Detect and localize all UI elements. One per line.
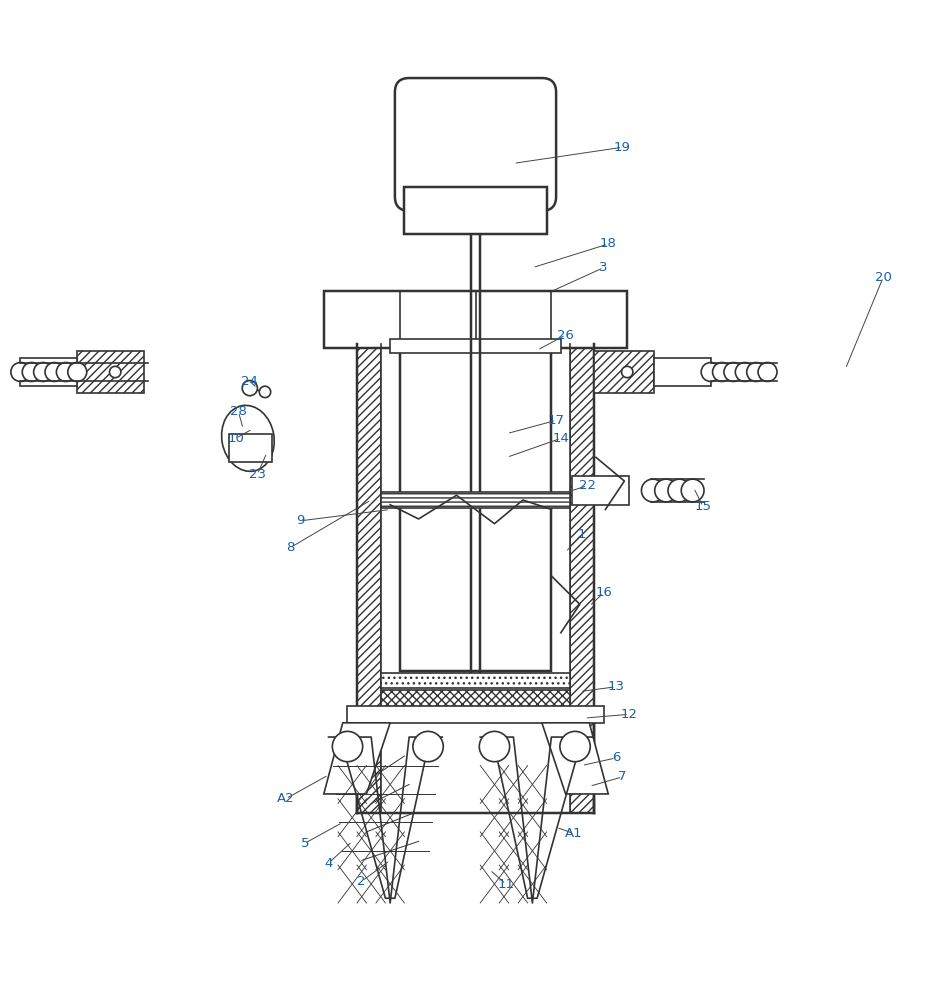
Text: 16: 16 xyxy=(595,586,611,599)
Bar xyxy=(380,673,571,688)
Bar xyxy=(380,344,571,813)
Circle shape xyxy=(622,366,633,378)
Circle shape xyxy=(22,363,41,381)
Text: 19: 19 xyxy=(614,141,631,154)
Text: 15: 15 xyxy=(694,500,711,513)
Circle shape xyxy=(413,731,443,762)
Bar xyxy=(573,476,630,505)
Circle shape xyxy=(668,479,690,502)
Bar xyxy=(399,348,552,671)
Circle shape xyxy=(479,731,510,762)
Circle shape xyxy=(735,363,754,381)
Text: 28: 28 xyxy=(230,405,247,418)
Bar xyxy=(653,358,710,386)
Bar xyxy=(229,434,272,462)
Circle shape xyxy=(109,366,121,378)
Circle shape xyxy=(68,363,87,381)
Text: 10: 10 xyxy=(227,432,244,445)
FancyBboxPatch shape xyxy=(395,78,556,211)
Bar xyxy=(20,358,77,386)
Circle shape xyxy=(560,731,591,762)
Bar xyxy=(357,344,380,813)
Circle shape xyxy=(758,363,777,381)
Bar xyxy=(390,339,561,353)
Bar xyxy=(380,492,571,508)
Circle shape xyxy=(747,363,766,381)
Bar xyxy=(323,291,628,348)
Bar xyxy=(77,351,144,393)
Text: 14: 14 xyxy=(553,432,570,445)
Text: A1: A1 xyxy=(565,827,583,840)
Text: 13: 13 xyxy=(608,680,625,693)
Ellipse shape xyxy=(222,405,274,471)
Circle shape xyxy=(681,479,704,502)
Text: 26: 26 xyxy=(557,329,574,342)
Text: 7: 7 xyxy=(618,770,627,783)
Text: 4: 4 xyxy=(324,857,333,870)
Bar xyxy=(594,351,653,393)
Text: 22: 22 xyxy=(579,479,596,492)
Text: 8: 8 xyxy=(286,541,295,554)
Text: 12: 12 xyxy=(621,708,637,721)
Text: 9: 9 xyxy=(296,514,304,527)
Text: 23: 23 xyxy=(249,468,266,481)
Circle shape xyxy=(260,386,271,398)
Circle shape xyxy=(33,363,52,381)
Text: 2: 2 xyxy=(358,875,366,888)
Text: 5: 5 xyxy=(301,837,309,850)
Polygon shape xyxy=(323,723,390,794)
Circle shape xyxy=(701,363,720,381)
Circle shape xyxy=(724,363,743,381)
Circle shape xyxy=(641,479,664,502)
Text: 3: 3 xyxy=(599,261,608,274)
Text: 1: 1 xyxy=(577,528,586,541)
Circle shape xyxy=(654,479,677,502)
Circle shape xyxy=(56,363,75,381)
Text: 11: 11 xyxy=(497,878,514,891)
Circle shape xyxy=(332,731,362,762)
Text: A2: A2 xyxy=(277,792,295,805)
Bar xyxy=(347,706,604,723)
Circle shape xyxy=(45,363,64,381)
Text: 24: 24 xyxy=(242,375,259,388)
Text: 17: 17 xyxy=(548,414,565,427)
Circle shape xyxy=(243,381,258,396)
Bar xyxy=(404,187,547,234)
Text: 6: 6 xyxy=(611,751,620,764)
Circle shape xyxy=(10,363,29,381)
Bar xyxy=(380,690,571,718)
Bar xyxy=(571,344,594,813)
Text: 20: 20 xyxy=(875,271,892,284)
Text: 18: 18 xyxy=(600,237,616,250)
Circle shape xyxy=(712,363,731,381)
Polygon shape xyxy=(542,723,609,794)
